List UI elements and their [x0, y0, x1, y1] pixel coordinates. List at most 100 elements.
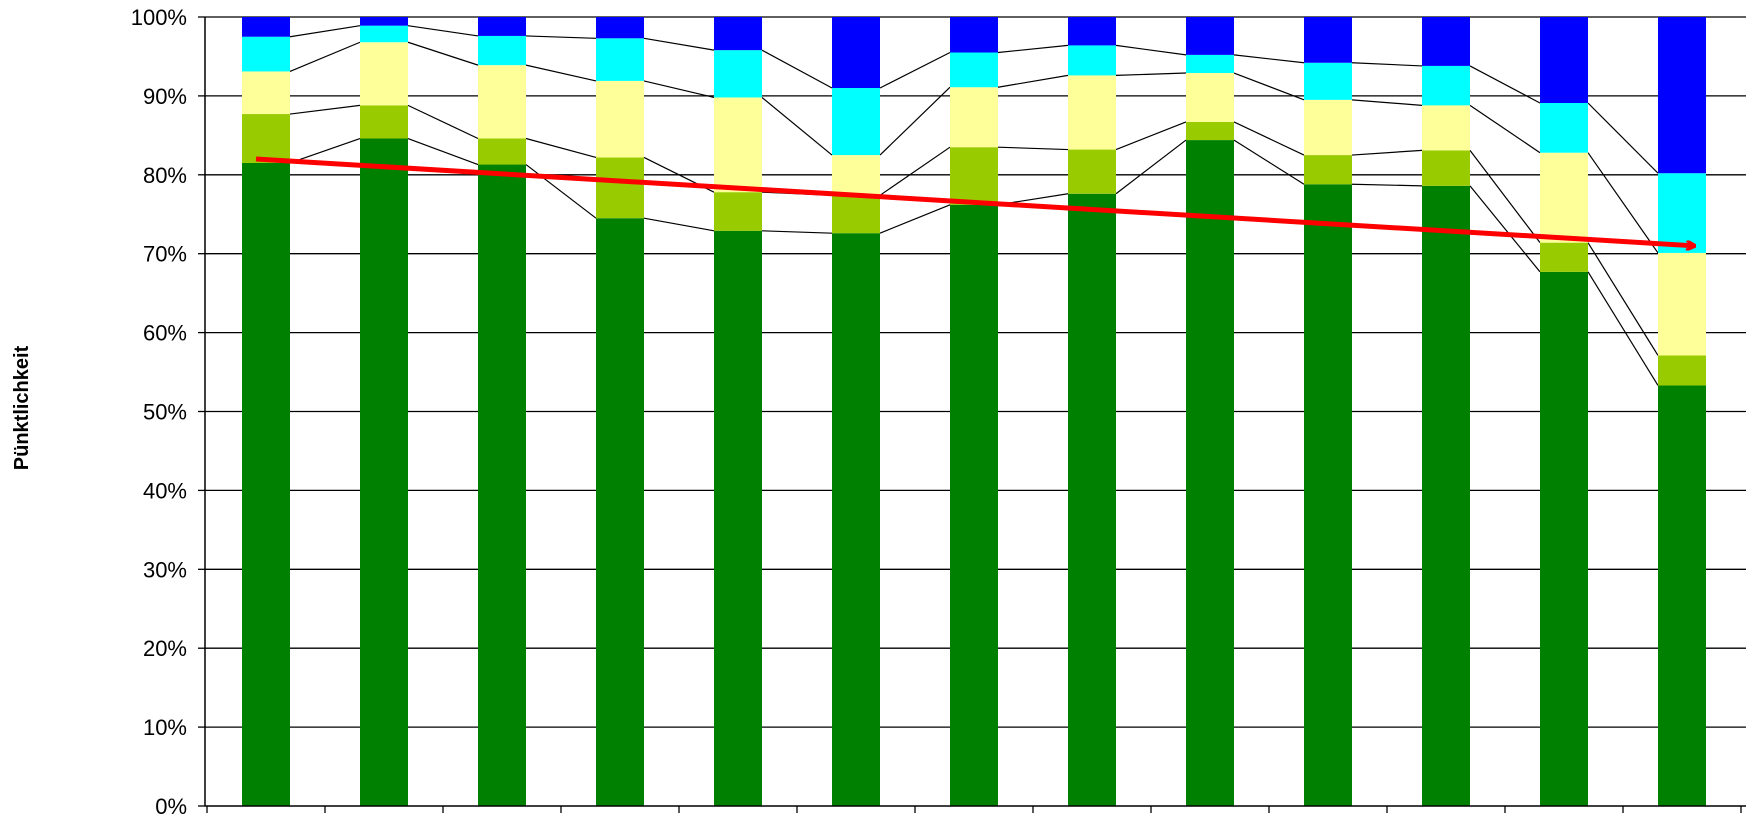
bars: [242, 17, 1706, 807]
series-connector: [525, 164, 597, 219]
series-connector: [289, 104, 361, 115]
bar-segment: [950, 87, 998, 148]
y-tick-label: 70%: [143, 242, 187, 267]
bar-segment: [596, 157, 644, 219]
series-connector: [1233, 72, 1305, 101]
series-connector: [1233, 54, 1305, 64]
bar-segment: [1540, 152, 1588, 243]
bar-segment: [478, 35, 526, 66]
bar-segment: [478, 65, 526, 139]
series-connector: [1469, 185, 1541, 273]
bar-segment: [1068, 75, 1116, 150]
bar-segment: [1658, 173, 1706, 253]
bar-segment: [1068, 45, 1116, 76]
bar-segment: [1658, 17, 1706, 174]
bar-segment: [1304, 155, 1352, 185]
bar-segment: [1304, 99, 1352, 156]
y-tick-label: 0%: [155, 794, 187, 817]
series-connector: [761, 230, 833, 234]
series-connector: [1469, 65, 1541, 104]
series-connector: [997, 146, 1069, 151]
bar-segment: [242, 162, 290, 807]
bar-segment: [1540, 271, 1588, 806]
series-connector: [997, 44, 1069, 54]
bar-segment: [950, 52, 998, 88]
series-connector: [1351, 62, 1423, 67]
bar-segment: [242, 17, 290, 37]
series-connector: [879, 146, 951, 196]
series-connector: [879, 204, 951, 234]
bar-segment: [1422, 105, 1470, 151]
bar-segment: [1304, 184, 1352, 806]
bar-segment: [242, 114, 290, 163]
bar-segment: [1540, 242, 1588, 272]
series-connector: [1587, 102, 1659, 174]
series-connector: [1587, 242, 1659, 356]
bar-segment: [714, 97, 762, 193]
series-connector: [761, 49, 833, 89]
bar-segment: [1186, 73, 1234, 122]
bar-segment: [832, 155, 880, 196]
series-connector: [1115, 139, 1187, 195]
bar-segment: [950, 17, 998, 53]
bar-segment: [478, 164, 526, 807]
bar-segment: [596, 80, 644, 158]
bar-segment: [360, 105, 408, 139]
bar-segment: [1658, 252, 1706, 356]
y-tick-label: 50%: [143, 400, 187, 425]
series-connector: [879, 51, 951, 89]
bar-segment: [1422, 17, 1470, 66]
y-tick-label: 10%: [143, 715, 187, 740]
series-connector: [289, 137, 361, 164]
series-connector: [1233, 121, 1305, 156]
series-connector: [879, 86, 951, 156]
series-connector: [1587, 271, 1659, 386]
bar-segment: [1540, 103, 1588, 153]
bar-segment: [1540, 17, 1588, 104]
bar-segment: [714, 50, 762, 98]
axes: [204, 17, 1746, 813]
series-connector: [1115, 72, 1187, 76]
bar-segment: [832, 233, 880, 806]
y-tick-label: 20%: [143, 636, 187, 661]
bar-segment: [950, 147, 998, 205]
bar-segment: [1658, 385, 1706, 806]
series-connector: [1351, 149, 1423, 156]
bar-segment: [714, 230, 762, 807]
bar-segment: [596, 218, 644, 806]
bar-segment: [596, 38, 644, 81]
bar-segment: [242, 36, 290, 72]
bar-segment: [1068, 193, 1116, 807]
bar-segment: [478, 17, 526, 36]
bar-segment: [1422, 185, 1470, 806]
series-connector: [1587, 152, 1659, 254]
y-tick-label: 90%: [143, 84, 187, 109]
series-connector: [1115, 121, 1187, 151]
y-tick-label: 30%: [143, 557, 187, 582]
series-connector: [407, 41, 479, 66]
series-connector: [407, 25, 479, 37]
bar-segment: [1422, 150, 1470, 186]
series-connector: [997, 74, 1069, 88]
bar-segment: [832, 195, 880, 234]
bar-segment: [360, 138, 408, 807]
y-axis-label: Pünktlichkeit: [11, 345, 33, 470]
bar-segment: [242, 71, 290, 115]
y-tick-label: 40%: [143, 478, 187, 503]
bar-segment: [596, 17, 644, 39]
bar-segment: [1304, 17, 1352, 63]
series-connector: [407, 104, 479, 140]
series-connector: [1351, 183, 1423, 187]
bar-segment: [714, 17, 762, 51]
bar-segment: [1658, 355, 1706, 386]
series-connector: [1351, 99, 1423, 106]
y-tick-label: 100%: [131, 5, 187, 30]
bar-segment: [1068, 17, 1116, 46]
series-connector: [643, 80, 715, 99]
bar-segment: [1304, 62, 1352, 100]
series-connector: [525, 35, 597, 39]
bar-segment: [1186, 54, 1234, 74]
series-connector: [407, 137, 479, 166]
series-connector: [1233, 139, 1305, 185]
